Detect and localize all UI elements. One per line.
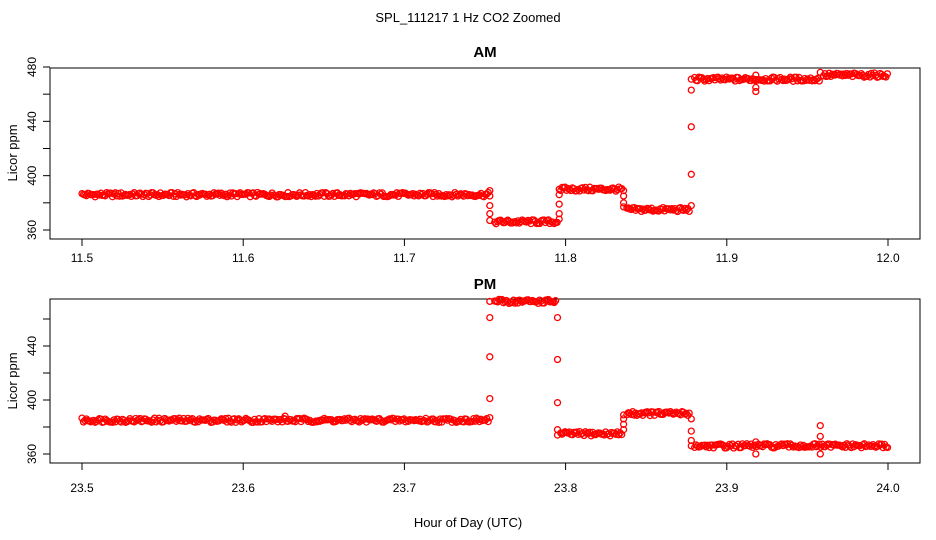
pm-transition-point (486, 353, 494, 361)
pm-plot-frame (49, 298, 921, 464)
am-transition-point (619, 192, 628, 200)
am-data-point (103, 188, 111, 197)
pm-outlier-point (752, 438, 760, 446)
pm-y-axis: 360 400 440 (25, 318, 50, 464)
am-panel-title: AM (473, 44, 496, 61)
am-transition-point (687, 86, 695, 94)
am-data-point (808, 77, 816, 85)
pm-transition-point (687, 427, 695, 435)
am-data-point (549, 218, 557, 226)
am-transition-point (687, 75, 695, 83)
am-data-point (668, 205, 676, 213)
pm-transition-point (553, 431, 562, 439)
am-transition-point (619, 203, 628, 211)
am-y-tick-label: 360 (25, 220, 39, 240)
am-y-tick-label: 440 (25, 111, 39, 131)
pm-data-point (339, 416, 347, 425)
am-data-point (815, 77, 823, 85)
pm-x-tick-label: 23.9 (715, 481, 739, 495)
pm-data-point (879, 444, 887, 452)
pm-panel-title: PM (474, 276, 497, 293)
am-x-tick-label: 12.0 (876, 251, 900, 265)
pm-transition-point (553, 313, 562, 322)
x-axis-label: Hour of Day (UTC) (414, 515, 522, 530)
am-data-point (843, 69, 851, 78)
am-plot-frame (49, 67, 921, 240)
am-y-axis: 360 400 440 480 (25, 57, 50, 240)
am-transition-point (486, 216, 494, 225)
am-transition-point (687, 123, 695, 131)
pm-transition-point (553, 399, 562, 407)
pm-outlier-point (752, 450, 760, 458)
pm-transition-point (687, 415, 695, 423)
am-x-axis: 11.5 11.6 11.7 11.8 11.9 12.0 (71, 239, 900, 265)
am-x-tick-label: 11.7 (393, 251, 416, 265)
pm-transition-point (619, 415, 628, 423)
am-outlier-point (816, 68, 824, 77)
am-data-point (618, 184, 626, 193)
am-data-point (484, 188, 492, 197)
pm-y-tick-label: 360 (25, 444, 39, 464)
am-data-point (375, 189, 384, 197)
pm-panel: PM Licor ppm 23.5 23.6 23.7 23.8 23.9 24.0 36… (5, 276, 921, 495)
pm-x-tick-label: 23.8 (554, 481, 578, 495)
pm-outlier-point (816, 432, 824, 441)
pm-points (78, 295, 892, 458)
am-outlier-point (752, 71, 760, 79)
pm-transition-point (687, 442, 695, 450)
pm-data-point (615, 431, 623, 439)
pm-y-tick-label: 440 (25, 336, 39, 356)
am-x-tick-label: 11.8 (554, 251, 577, 265)
pm-outlier-point (281, 412, 289, 420)
am-y-axis-label: Licor ppm (5, 124, 20, 181)
pm-transition-point (486, 313, 494, 322)
am-panel: AM Licor ppm 11.5 11.6 11.7 11.8 11.9 12.0 36… (5, 44, 921, 265)
pm-x-axis: 23.5 23.6 23.7 23.8 23.9 24.0 (70, 463, 900, 495)
am-transition-point (486, 192, 494, 200)
am-x-tick-label: 11.5 (71, 251, 94, 265)
am-data-point (883, 70, 892, 78)
am-y-tick-label: 400 (25, 165, 39, 185)
figure-title: SPL_111217 1 Hz CO2 Zoomed (375, 10, 560, 25)
am-transition-point (619, 199, 628, 207)
am-transition-point (486, 201, 494, 210)
am-points (78, 68, 892, 228)
am-outlier-point (752, 87, 760, 96)
pm-x-tick-label: 23.7 (393, 481, 417, 495)
pm-data-point (550, 298, 558, 307)
am-outlier-point (752, 83, 760, 92)
pm-data-point (551, 297, 560, 305)
am-x-tick-label: 11.6 (232, 251, 255, 265)
pm-data-point (484, 417, 492, 426)
pm-outlier-point (816, 450, 824, 458)
pm-y-tick-label: 400 (25, 390, 39, 410)
am-transition-point (555, 185, 563, 193)
am-transition-point (555, 210, 563, 218)
pm-transition-point (486, 413, 494, 422)
am-transition-point (486, 210, 494, 218)
am-x-tick-label: 11.9 (716, 251, 739, 265)
pm-transition-point (619, 411, 628, 419)
am-transition-point (687, 201, 695, 210)
pm-outlier-point (816, 421, 824, 430)
pm-transition-point (486, 394, 494, 403)
pm-data-point (883, 443, 892, 452)
pm-data-point (442, 415, 450, 423)
pm-transition-point (486, 297, 494, 306)
am-data-point (319, 189, 327, 197)
pm-x-tick-label: 23.5 (70, 481, 94, 495)
pm-data-point (435, 418, 443, 427)
pm-x-tick-label: 24.0 (876, 481, 900, 495)
pm-y-axis-label: Licor ppm (5, 352, 20, 409)
pm-data-point (253, 418, 262, 426)
am-transition-point (555, 200, 563, 208)
am-data-point (245, 189, 253, 197)
am-transition-point (687, 170, 695, 178)
pm-x-tick-label: 23.6 (232, 481, 256, 495)
pm-transition-point (553, 355, 562, 364)
am-y-tick-label: 480 (25, 57, 39, 77)
